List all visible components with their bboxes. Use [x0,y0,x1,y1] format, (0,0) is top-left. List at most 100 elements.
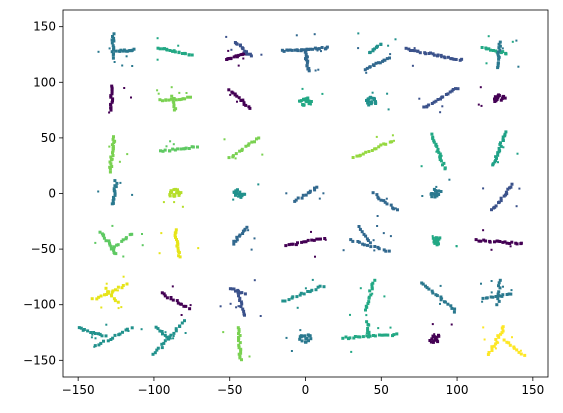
scatter-point [509,245,512,248]
scatter-point [369,293,373,297]
scatter-point [127,330,130,332]
scatter-point [298,293,302,297]
scatter-point [82,328,86,331]
scatter-point [111,56,115,60]
scatter-point [370,96,374,100]
scatter-point [497,200,501,204]
scatter-point [499,199,503,203]
scatter-point [285,192,288,195]
scatter-point [154,325,158,329]
scatter-point [178,98,181,102]
scatter-point [374,101,378,105]
scatter-point [248,106,252,110]
scatter-point [440,154,443,157]
scatter-point [114,252,118,256]
scatter-point [291,295,295,299]
scatter-point [113,179,117,183]
scatter-point [112,297,116,301]
scatter-point [227,88,231,92]
scatter-point [429,51,432,55]
scatter-point [229,302,232,305]
scatter-point [313,188,317,192]
scatter-point [450,57,454,61]
scatter-point [243,292,247,296]
scatter-point [479,239,483,243]
scatter-point [162,292,166,296]
scatter-point [111,99,114,103]
scatter-point [480,46,484,49]
scatter-point [173,231,177,235]
scatter-point [439,302,441,305]
scatter-point [243,49,247,53]
scatter-point [365,305,369,309]
scatter-point [108,165,112,169]
scatter-point [164,98,168,102]
point-cluster [421,178,451,199]
scatter-point [113,139,117,143]
scatter-point [172,143,175,146]
scatter-point [97,332,100,336]
scatter-point [322,285,326,289]
scatter-point [239,99,243,102]
scatter-point [101,234,105,238]
scatter-point [156,89,159,92]
scatter-point [364,234,368,238]
point-cluster [232,225,256,251]
scatter-point [356,335,360,339]
point-cluster [285,329,313,352]
y-axis-ticks: −150 −100 −50 0 50 100 150 [23,20,63,367]
scatter-point [248,355,251,358]
scatter-point [504,130,508,134]
scatter-point [239,300,243,304]
scatter-point [370,101,374,104]
scatter-point [424,52,428,56]
scatter-point [183,97,187,101]
scatter-point [236,326,240,330]
scatter-point [302,97,305,101]
scatter-point [450,306,454,310]
scatter-point [439,111,442,114]
scatter-point [299,291,303,295]
scatter-point [490,345,494,349]
scatter-point [237,294,240,298]
scatter-point [232,287,236,291]
scatter-point [102,236,106,240]
scatter-point [306,100,310,104]
scatter-point [494,295,498,298]
scatter-point [439,53,443,57]
scatter-point [456,87,460,91]
scatter-point [371,91,374,94]
scatter-point [430,337,434,341]
scatter-point [125,327,129,331]
scatter-point [111,201,115,205]
scatter-point [351,239,355,243]
scatter-point [170,94,174,98]
scatter-point [253,237,256,240]
scatter-point [109,247,113,251]
scatter-point [122,255,125,258]
scatter-point [89,331,93,334]
scatter-point [112,195,115,199]
scatter-point [106,290,110,294]
scatter-point [196,145,199,149]
scatter-point [318,284,322,288]
scatter-point [308,47,312,51]
scatter-point [261,153,264,156]
scatter-point [515,205,518,208]
scatter-point [487,351,491,354]
scatter-point [357,32,360,35]
scatter-point [304,337,308,341]
scatter-point [289,242,293,246]
scatter-point [286,48,290,52]
scatter-point [107,239,111,243]
scatter-point [362,243,366,247]
scatter-point [283,299,287,303]
scatter-point [164,331,167,334]
scatter-point [109,338,113,341]
scatter-point [310,230,312,233]
scatter-point [388,56,391,60]
scatter-point [454,58,458,61]
scatter-point [373,249,376,252]
scatter-point [115,181,119,185]
point-cluster [225,35,263,58]
